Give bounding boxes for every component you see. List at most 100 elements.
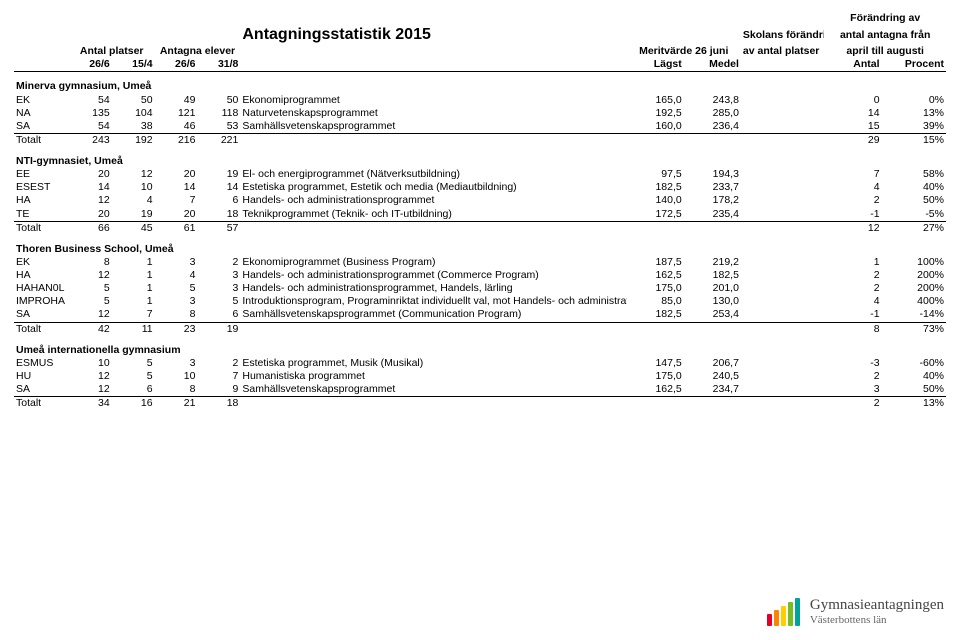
cell-n1: 66 [69,221,112,235]
row-code: EK [14,94,69,107]
row-code: HAHAN0L [14,282,69,295]
cell-merit-low [627,133,684,147]
cell-change-n: 4 [824,181,881,194]
cell-n1: 12 [69,370,112,383]
row-code: SA [14,308,69,322]
cell-n3: 3 [155,256,198,269]
table-row: Totalt 42 11 23 19 8 73% [14,322,946,336]
cell-program: Samhällsvetenskapsprogrammet [240,120,626,134]
table-row: EK 54 50 49 50 Ekonomiprogrammet 165,0 2… [14,94,946,107]
cell-change-n: 2 [824,282,881,295]
cell-n3: 10 [155,370,198,383]
row-code: HU [14,370,69,383]
cell-n4: 53 [197,120,240,134]
cell-n1: 20 [69,168,112,181]
footer-text1: Gymnasieantagningen [810,597,944,614]
row-code: NA [14,107,69,120]
cell-change-p: 58% [882,168,946,181]
cell-merit-mean: 285,0 [684,107,741,120]
cell-n1: 10 [69,357,112,370]
cell-n4: 118 [197,107,240,120]
table-row: NA 135 104 121 118 Naturvetenskapsprogra… [14,107,946,120]
cell-n2: 12 [112,168,155,181]
cell-n2: 19 [112,208,155,222]
cell-n4: 14 [197,181,240,194]
cell-n4: 2 [197,357,240,370]
cell-merit-mean: 178,2 [684,194,741,207]
cell-program: El- och energiprogrammet (Nätverksutbild… [240,168,626,181]
cell-change-p: -14% [882,308,946,322]
cell-n1: 12 [69,194,112,207]
cell-change-n: 3 [824,383,881,397]
cell-merit-low: 187,5 [627,256,684,269]
hdr-date-1: 26/6 [69,58,112,72]
cell-n2: 1 [112,295,155,308]
cell-change-n: 2 [824,194,881,207]
cell-n4: 221 [197,133,240,147]
cell-n4: 19 [197,322,240,336]
cell-program: Handels- och administrationsprogrammet [240,194,626,207]
table-row: ESEST 14 10 14 14 Estetiska programmet, … [14,181,946,194]
hdr-antagna-fran: antal antagna från [824,25,946,45]
logo-bar [781,606,786,626]
hdr-skolans1: Skolans förändringar [741,25,824,45]
table-row: HU 12 5 10 7 Humanistiska programmet 175… [14,370,946,383]
cell-program [240,133,626,147]
cell-merit-low: 147,5 [627,357,684,370]
cell-program: Ekonomiprogrammet [240,94,626,107]
cell-merit-mean [684,221,741,235]
cell-change-p: 200% [882,282,946,295]
hdr-date-4: 31/8 [197,58,240,72]
cell-merit-mean: 253,4 [684,308,741,322]
cell-merit-mean: 235,4 [684,208,741,222]
hdr-antal: Antal [824,58,881,72]
footer-text2: Västerbottens län [810,614,944,626]
cell-n2: 45 [112,221,155,235]
cell-n3: 5 [155,282,198,295]
cell-merit-low: 162,5 [627,383,684,397]
cell-n2: 6 [112,383,155,397]
cell-n2: 1 [112,256,155,269]
hdr-antal-platser: Antal platser [69,45,155,58]
cell-n3: 7 [155,194,198,207]
cell-n2: 10 [112,181,155,194]
cell-merit-mean [684,322,741,336]
cell-n4: 2 [197,256,240,269]
cell-change-p: -60% [882,357,946,370]
cell-change-n: 0 [824,94,881,107]
table-row: TE 20 19 20 18 Teknikprogrammet (Teknik-… [14,208,946,222]
cell-merit-low: 160,0 [627,120,684,134]
cell-change-n: 15 [824,120,881,134]
cell-merit-low: 85,0 [627,295,684,308]
cell-merit-low [627,397,684,411]
cell-n3: 49 [155,94,198,107]
cell-n1: 8 [69,256,112,269]
cell-change-p: 40% [882,181,946,194]
cell-n2: 7 [112,308,155,322]
cell-n2: 1 [112,282,155,295]
cell-n3: 14 [155,181,198,194]
hdr-meritvarde: Meritvärde 26 juni [627,45,741,58]
cell-merit-mean: 130,0 [684,295,741,308]
cell-change-n: 2 [824,397,881,411]
cell-change-p: 50% [882,194,946,207]
cell-n1: 20 [69,208,112,222]
cell-program: Teknikprogrammet (Teknik- och IT-utbildn… [240,208,626,222]
cell-change-p: 13% [882,397,946,411]
cell-merit-low [627,322,684,336]
cell-merit-mean: 182,5 [684,269,741,282]
cell-change-p: 400% [882,295,946,308]
cell-merit-mean: 219,2 [684,256,741,269]
cell-n2: 104 [112,107,155,120]
cell-merit-mean: 243,8 [684,94,741,107]
cell-program: Samhällsvetenskapsprogrammet [240,383,626,397]
row-code: SA [14,120,69,134]
cell-merit-mean: 201,0 [684,282,741,295]
school-name: Umeå internationella gymnasium [14,336,946,357]
cell-n2: 5 [112,357,155,370]
cell-merit-low: 165,0 [627,94,684,107]
row-code: Totalt [14,133,69,147]
cell-n4: 7 [197,370,240,383]
cell-merit-low [627,221,684,235]
hdr-lagst: Lägst [627,58,684,72]
